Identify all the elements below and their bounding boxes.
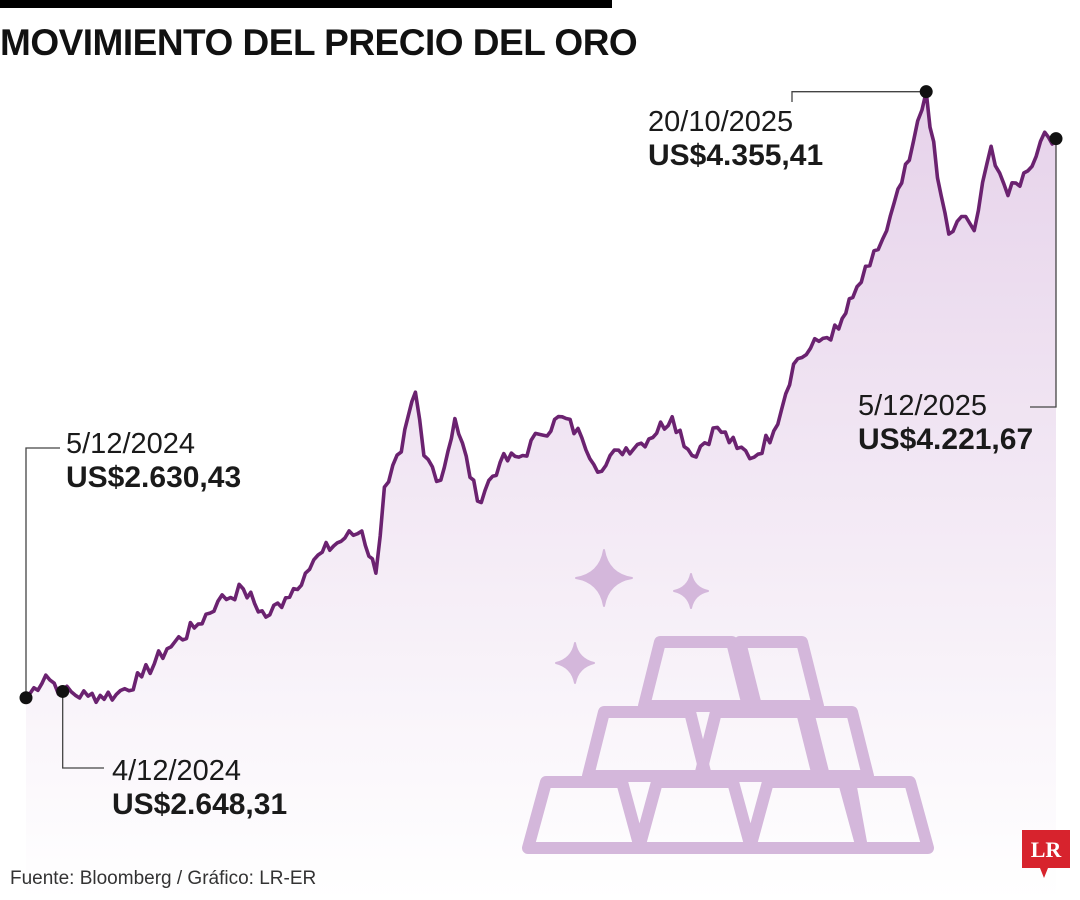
annotation-price: US$2.648,31 [112, 788, 288, 822]
gold-bar-icon [802, 706, 874, 782]
gold-bar-icon [734, 636, 824, 712]
lr-logo: LR [1022, 830, 1070, 878]
price-line [24, 90, 1058, 705]
annotation-date: 4/12/2024 [112, 755, 242, 787]
top-rule [0, 0, 612, 8]
chart-title: MOVIMIENTO DEL PRECIO DEL ORO [0, 22, 638, 63]
annotation-start: 5/12/2024 US$2.630,43 [66, 428, 241, 496]
marker-start [19, 691, 33, 705]
highlight-markers [19, 85, 1063, 705]
annotation-end: 5/12/2025 US$4.221,67 [858, 390, 1033, 458]
leader-end [1030, 138, 1057, 408]
annotation-date: 20/10/2025 [648, 106, 794, 138]
sparkle-icon [575, 549, 633, 607]
annotation-price: US$4.221,67 [858, 423, 1034, 457]
gold-bars-icon [522, 549, 934, 854]
gold-bar-icon [844, 776, 934, 854]
gold-bar-icon [638, 636, 754, 712]
price-area [26, 91, 1056, 900]
leader-low [62, 691, 104, 769]
leader-peak [791, 91, 927, 102]
source-note: Fuente: Bloomberg / Gráfico: LR-ER [10, 868, 317, 889]
marker-end [1049, 132, 1063, 146]
leader-start [25, 447, 60, 698]
annotation-peak: 20/10/2025 US$4.355,41 [648, 106, 823, 174]
sparkle-icon [555, 642, 595, 684]
sparkle-icon [673, 573, 709, 609]
annotation-price: US$2.630,43 [66, 461, 242, 495]
marker-peak [919, 85, 933, 99]
annotation-date: 5/12/2024 [66, 428, 196, 460]
marker-low [56, 684, 70, 698]
annotation-date: 5/12/2025 [858, 390, 988, 422]
logo-text: LR [1031, 837, 1063, 862]
annotation-low: 4/12/2024 US$2.648,31 [112, 755, 287, 823]
annotation-leaders [25, 91, 1057, 769]
annotation-price: US$4.355,41 [648, 139, 824, 173]
